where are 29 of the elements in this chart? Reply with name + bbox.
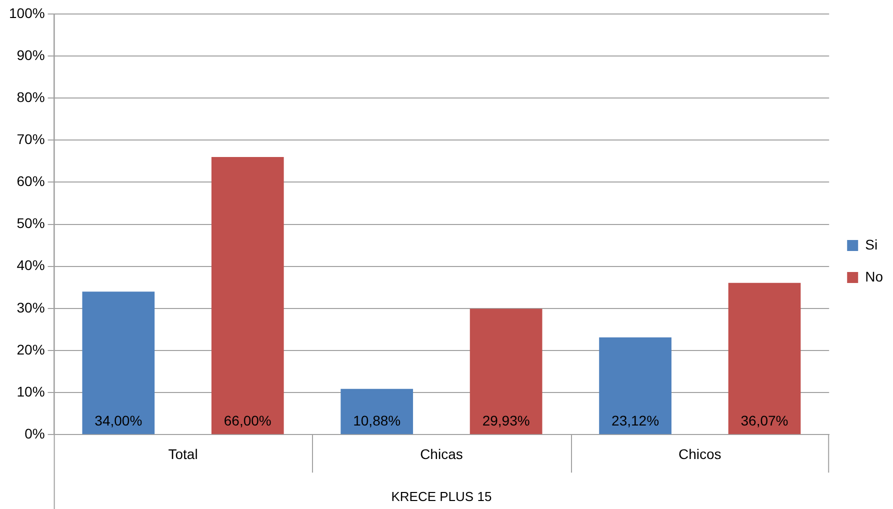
data-label: 34,00% — [94, 412, 142, 428]
y-tick-label: 10% — [16, 383, 45, 400]
legend-label: Si — [865, 236, 878, 252]
y-tick-label: 80% — [16, 88, 45, 105]
x-tick-label: Chicos — [678, 446, 722, 462]
legend-label: No — [865, 268, 884, 284]
data-label: 66,00% — [224, 412, 272, 428]
y-tick-label: 20% — [16, 341, 45, 358]
data-label: 23,12% — [612, 412, 660, 428]
y-tick-label: 0% — [24, 425, 45, 442]
data-label: 36,07% — [740, 412, 788, 428]
data-label: 10,88% — [353, 412, 401, 428]
y-tick-label: 70% — [16, 131, 45, 148]
y-tick-label: 100% — [8, 4, 45, 21]
y-tick-label: 40% — [16, 257, 45, 274]
x-axis-title: KRECE PLUS 15 — [391, 488, 492, 504]
y-tick-label: 90% — [16, 46, 45, 63]
y-tick-label: 30% — [16, 299, 45, 316]
bar — [82, 292, 155, 434]
bar — [728, 282, 801, 434]
x-tick-label: Chicas — [420, 446, 463, 462]
x-tick-label: Total — [168, 446, 198, 462]
bar — [470, 308, 542, 434]
y-tick-label: 60% — [16, 173, 45, 190]
data-label: 29,93% — [482, 412, 530, 428]
bar — [340, 388, 414, 434]
bar — [211, 157, 284, 434]
bar — [599, 337, 672, 434]
y-tick-label: 50% — [16, 215, 45, 232]
